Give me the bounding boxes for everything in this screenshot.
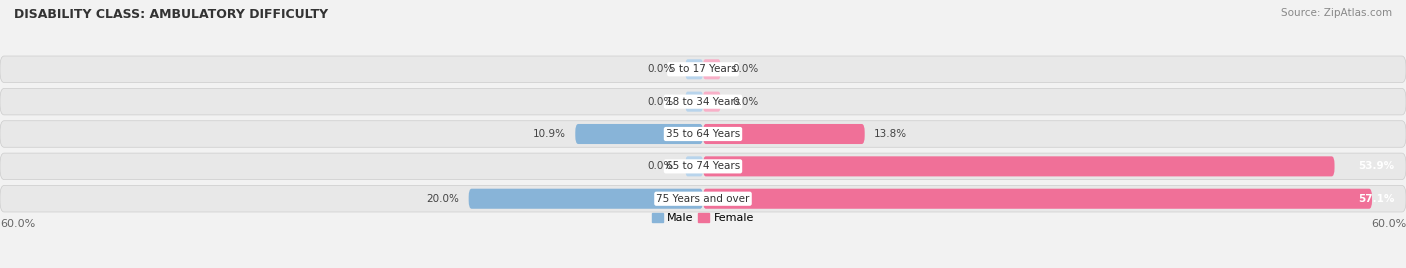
FancyBboxPatch shape [703, 92, 721, 112]
Text: Source: ZipAtlas.com: Source: ZipAtlas.com [1281, 8, 1392, 18]
FancyBboxPatch shape [468, 189, 703, 209]
FancyBboxPatch shape [686, 59, 703, 79]
Text: 53.9%: 53.9% [1358, 161, 1395, 171]
FancyBboxPatch shape [0, 88, 1406, 115]
Text: 75 Years and over: 75 Years and over [657, 194, 749, 204]
FancyBboxPatch shape [0, 185, 1406, 212]
Text: 20.0%: 20.0% [426, 194, 460, 204]
Text: 0.0%: 0.0% [647, 161, 673, 171]
Text: 0.0%: 0.0% [733, 64, 759, 74]
Text: 0.0%: 0.0% [647, 64, 673, 74]
Text: 18 to 34 Years: 18 to 34 Years [666, 97, 740, 107]
Text: 35 to 64 Years: 35 to 64 Years [666, 129, 740, 139]
Text: 60.0%: 60.0% [0, 219, 35, 229]
FancyBboxPatch shape [0, 153, 1406, 180]
Text: 13.8%: 13.8% [875, 129, 907, 139]
FancyBboxPatch shape [703, 59, 721, 79]
Text: 0.0%: 0.0% [733, 97, 759, 107]
FancyBboxPatch shape [703, 124, 865, 144]
Legend: Male, Female: Male, Female [647, 209, 759, 228]
Text: 60.0%: 60.0% [1371, 219, 1406, 229]
FancyBboxPatch shape [686, 156, 703, 176]
FancyBboxPatch shape [703, 189, 1372, 209]
FancyBboxPatch shape [0, 56, 1406, 83]
Text: 10.9%: 10.9% [533, 129, 565, 139]
Text: DISABILITY CLASS: AMBULATORY DIFFICULTY: DISABILITY CLASS: AMBULATORY DIFFICULTY [14, 8, 328, 21]
Text: 5 to 17 Years: 5 to 17 Years [669, 64, 737, 74]
Text: 65 to 74 Years: 65 to 74 Years [666, 161, 740, 171]
FancyBboxPatch shape [0, 121, 1406, 147]
FancyBboxPatch shape [686, 92, 703, 112]
FancyBboxPatch shape [575, 124, 703, 144]
FancyBboxPatch shape [703, 156, 1334, 176]
Text: 0.0%: 0.0% [647, 97, 673, 107]
Text: 57.1%: 57.1% [1358, 194, 1395, 204]
